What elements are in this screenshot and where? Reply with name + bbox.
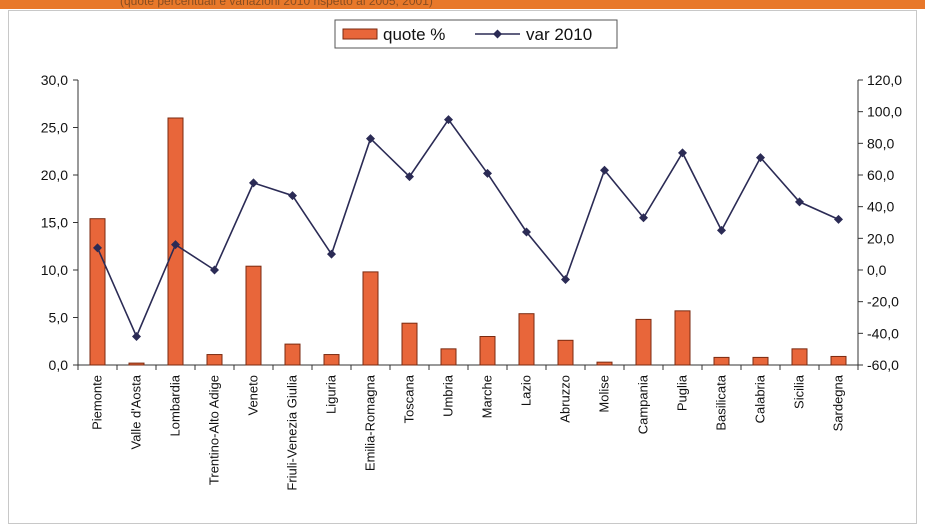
bar-quote-18	[791, 348, 808, 366]
left-tick-label: 15,0	[41, 215, 68, 231]
marker-var-2010-17	[756, 153, 765, 163]
legend-swatch-quote	[342, 28, 378, 40]
category-label-1: Valle d'Aosta	[129, 374, 144, 449]
marker-var-2010-7	[366, 134, 375, 144]
marker-var-2010-19	[834, 214, 843, 224]
legend-label-var: var 2010	[526, 25, 592, 44]
header-bar: (quote percentuali e variazioni 2010 ris…	[0, 0, 925, 9]
left-tick-label: 20,0	[41, 167, 68, 183]
marker-var-2010-5	[288, 191, 297, 201]
right-tick-label: -20,0	[867, 294, 899, 310]
category-label-0: Piemonte	[90, 375, 105, 430]
left-tick-label: 30,0	[41, 72, 68, 88]
category-label-6: Liguria	[324, 374, 339, 414]
marker-var-2010-16	[717, 225, 726, 235]
line-var-2010	[96, 118, 839, 339]
marker-var-2010-1	[132, 332, 141, 341]
marker-var-2010-15	[678, 148, 687, 158]
category-label-18: Sicilia	[792, 374, 807, 409]
marker-var-2010-0	[93, 243, 102, 253]
bar-quote-16	[713, 356, 730, 366]
bar-quote-1	[128, 362, 145, 366]
bar-quote-12	[557, 339, 574, 366]
bar-quote-13	[596, 361, 613, 366]
bar-quote-10	[479, 336, 496, 366]
marker-var-2010-2	[171, 240, 180, 250]
legend-marker-var	[493, 29, 502, 39]
marker-var-2010-6	[327, 249, 336, 259]
category-label-15: Puglia	[675, 374, 690, 411]
bar-quote-11	[518, 313, 535, 366]
bar-quote-9	[440, 348, 457, 366]
marker-var-2010-10	[483, 168, 492, 178]
marker-var-2010-3	[210, 265, 219, 275]
bar-quote-17	[752, 356, 769, 366]
marker-var-2010-18	[795, 197, 804, 207]
marker-var-2010-13	[600, 165, 609, 175]
bar-quote-8	[401, 322, 418, 366]
right-tick-label: -60,0	[867, 357, 899, 373]
legend-box	[334, 19, 618, 49]
bar-quote-6	[323, 354, 340, 366]
bar-quote-4	[245, 265, 262, 366]
header-text: (quote percentuali e variazioni 2010 ris…	[120, 0, 433, 8]
right-tick-label: 100,0	[867, 104, 902, 120]
marker-var-2010-4	[249, 178, 258, 188]
bar-quote-0	[89, 218, 106, 366]
right-tick-label: -40,0	[867, 325, 899, 341]
category-label-8: Toscana	[402, 374, 417, 423]
marker-var-2010-12	[561, 275, 570, 284]
right-tick-label: 40,0	[867, 199, 894, 215]
right-tick-label: 20,0	[867, 230, 894, 246]
chart-border	[8, 10, 917, 524]
marker-var-2010-8	[405, 172, 414, 182]
category-label-7: Emilia-Romagna	[363, 374, 378, 471]
marker-var-2010-11	[522, 227, 531, 237]
left-tick-label: 5,0	[49, 310, 69, 326]
bar-quote-7	[362, 271, 379, 366]
marker-var-2010-14	[639, 213, 648, 223]
left-tick-label: 10,0	[41, 262, 68, 278]
left-tick-label: 25,0	[41, 120, 68, 136]
right-tick-label: 80,0	[867, 135, 894, 151]
category-label-5: Friuli-Venezia Giulia	[285, 374, 300, 490]
bar-quote-15	[674, 310, 691, 366]
right-tick-label: 120,0	[867, 72, 902, 88]
right-tick-label: 0,0	[867, 262, 887, 278]
right-tick-label: 60,0	[867, 167, 894, 183]
bar-quote-5	[284, 343, 301, 366]
left-tick-label: 0,0	[49, 357, 69, 373]
category-label-4: Veneto	[246, 375, 261, 416]
category-label-3: Trentino-Alto Adige	[207, 375, 222, 485]
category-label-11: Lazio	[519, 375, 534, 406]
bar-quote-19	[830, 355, 847, 366]
bar-quote-14	[635, 318, 652, 366]
category-label-14: Campania	[636, 374, 651, 434]
marker-var-2010-9	[444, 115, 453, 125]
category-label-10: Marche	[480, 375, 495, 418]
category-label-19: Sardegna	[831, 374, 846, 431]
category-label-2: Lombardia	[168, 374, 183, 436]
category-label-9: Umbria	[441, 374, 456, 417]
category-label-17: Calabria	[753, 374, 768, 423]
category-label-12: Abruzzo	[558, 375, 573, 423]
category-label-16: Basilicata	[714, 374, 729, 430]
category-label-13: Molise	[597, 375, 612, 413]
bar-quote-3	[206, 354, 223, 366]
legend-label-quote: quote %	[383, 25, 445, 44]
